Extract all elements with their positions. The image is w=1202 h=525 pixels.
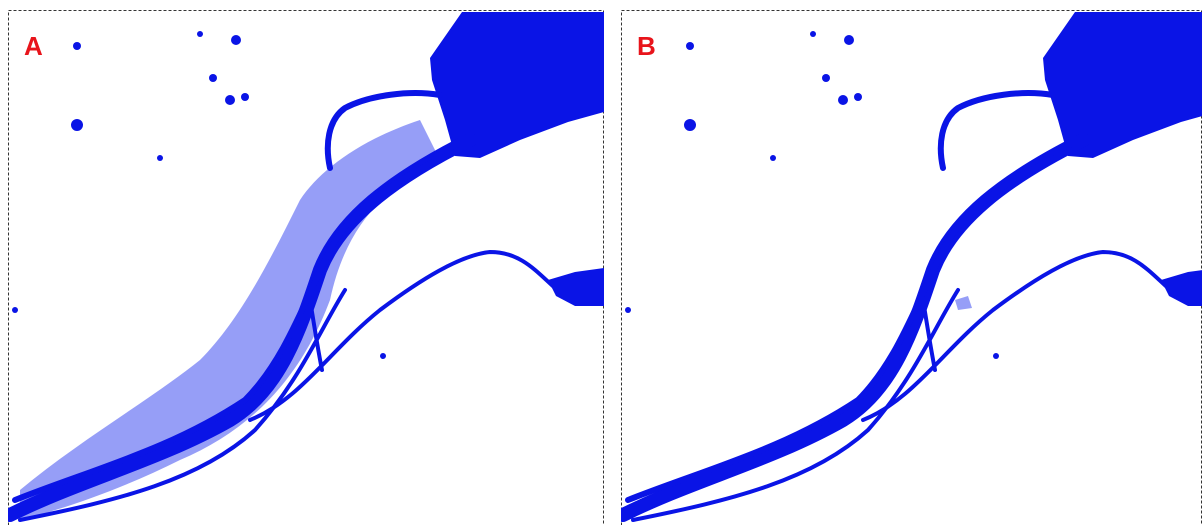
panel-b: B: [622, 11, 1202, 525]
panel-a: A: [9, 11, 605, 525]
figure: A B: [0, 0, 1202, 525]
panel-label: A: [24, 31, 43, 61]
panel-label: B: [637, 31, 656, 61]
